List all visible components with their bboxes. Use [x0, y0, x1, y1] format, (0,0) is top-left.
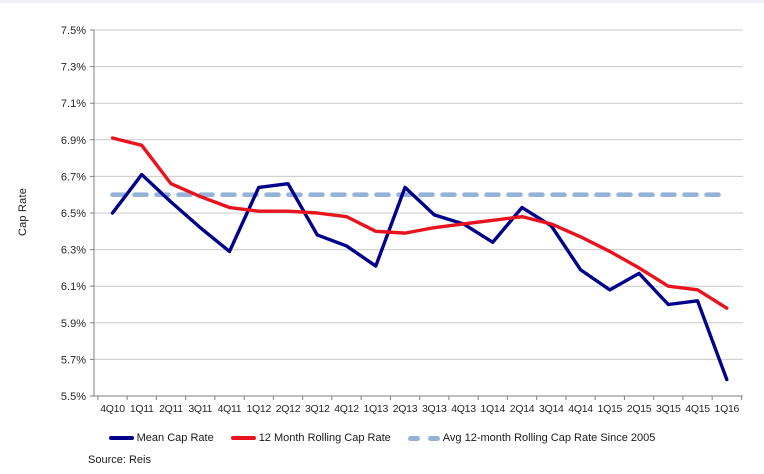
y-tick-label: 7.3%	[61, 62, 86, 74]
y-tick-label: 7.5%	[61, 25, 86, 37]
x-tick-label: 3Q11	[188, 403, 212, 415]
x-tick-label: 1Q14	[481, 403, 506, 415]
x-tick-label: 2Q15	[627, 403, 652, 415]
y-tick-label: 5.9%	[61, 318, 86, 330]
y-tick-label: 6.5%	[61, 208, 86, 220]
y-tick-label: 6.9%	[61, 135, 86, 147]
legend-item-avg-12-month-rolling-cap-rate-since-2005: Avg 12-month Rolling Cap Rate Since 2005	[407, 432, 656, 444]
legend-label-12-month-rolling-cap-rate: 12 Month Rolling Cap Rate	[258, 432, 391, 444]
legend-label-mean-cap-rate: Mean Cap Rate	[136, 432, 214, 444]
x-tick-label: 4Q13	[451, 403, 476, 415]
x-tick-label: 4Q10	[100, 403, 125, 415]
x-tick-label: 4Q15	[685, 403, 710, 415]
legend-swatch-avg-12-month-rolling-cap-rate-since-2005	[407, 435, 440, 441]
legend-item-mean-cap-rate: Mean Cap Rate	[108, 432, 214, 444]
y-axis-title: Cap Rate	[17, 187, 29, 237]
x-tick-label: 1Q16	[715, 403, 740, 415]
mean-cap-rate-line	[110, 172, 729, 382]
y-tick-label: 7.1%	[61, 98, 86, 110]
x-tick-label: 3Q14	[539, 403, 564, 415]
legend-item-12-month-rolling-cap-rate: 12 Month Rolling Cap Rate	[230, 432, 391, 444]
x-tick-label: 4Q11	[218, 403, 242, 415]
y-tick-label: 6.3%	[61, 245, 86, 257]
x-tick-label: 3Q15	[656, 403, 681, 415]
x-tick-label: 1Q11	[130, 403, 154, 415]
x-tick-label: 3Q13	[422, 403, 447, 415]
x-tick-label: 1Q15	[598, 403, 623, 415]
x-tick-label: 2Q11	[159, 403, 183, 415]
y-tick-label: 6.7%	[61, 171, 86, 183]
legend-swatch-mean-cap-rate	[108, 436, 134, 440]
chart-plot-area: 5.5% 5.7% 5.9% 6.1% 6.3% 6.5% 6.7% 6.9% 7.1% 7.3%…	[61, 25, 743, 415]
y-tick-label: 5.5%	[61, 391, 86, 403]
x-tick-label: 1Q13	[364, 403, 389, 415]
legend-label-avg-12-month-rolling-cap-rate-since-2005: Avg 12-month Rolling Cap Rate Since 2005	[442, 432, 656, 444]
x-tick-label: 4Q12	[334, 403, 359, 415]
x-tick-label: 2Q14	[510, 403, 535, 415]
12-month-rolling-cap-rate-line	[110, 136, 729, 310]
y-tick-label: 6.1%	[61, 281, 86, 293]
y-tick-label: 5.7%	[61, 354, 86, 366]
legend-swatch-12-month-rolling-cap-rate	[230, 436, 256, 440]
x-tick-label: 2Q12	[276, 403, 301, 415]
x-tick-label: 1Q12	[247, 403, 272, 415]
chart-legend: Mean Cap Rate 12 Month Rolling Cap Rate Av…	[0, 432, 764, 444]
x-tick-label: 2Q13	[393, 403, 418, 415]
source-note: Source: Reis	[88, 454, 151, 466]
x-tick-label: 3Q12	[305, 403, 330, 415]
x-tick-label: 4Q14	[568, 403, 593, 415]
cap-rate-chart: 5.5% 5.7% 5.9% 6.1% 6.3% 6.5% 6.7% 6.9% 7.1% 7.3%…	[0, 3, 764, 474]
